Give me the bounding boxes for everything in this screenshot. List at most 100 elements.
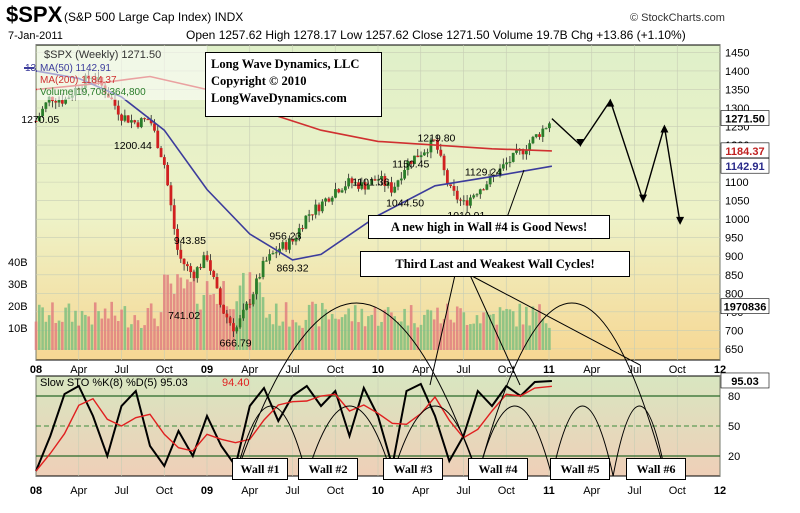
candle-body xyxy=(57,100,61,103)
candle-body xyxy=(139,118,143,128)
volume-bar xyxy=(288,326,291,350)
price-label: 666.79 xyxy=(219,338,251,350)
candle-body xyxy=(261,260,265,278)
price-labels: 1270.05 1200.44 943.85 741.02 666.79 869.32 95… xyxy=(21,114,502,350)
x-tick-label-sto: Oct xyxy=(498,485,515,497)
price-label: 1200.44 xyxy=(114,140,152,152)
price-label: 1270.05 xyxy=(21,114,59,126)
volume-bar xyxy=(123,306,127,350)
candle-body xyxy=(544,128,548,130)
volume-bar xyxy=(251,304,255,350)
price-label: 1150.45 xyxy=(392,158,429,170)
sto-tick-label: 80 xyxy=(728,391,740,403)
volume-bar xyxy=(432,319,436,350)
candle-body xyxy=(337,189,341,193)
x-tick-label: Jul xyxy=(285,364,299,376)
candle-body xyxy=(291,239,295,242)
volume-bar xyxy=(67,303,71,350)
volume-bar xyxy=(393,316,397,350)
x-tick-label: 09 xyxy=(201,364,213,376)
volume-bar xyxy=(156,326,160,350)
candle-body xyxy=(34,120,38,122)
volume-bar xyxy=(367,316,370,350)
volume-bar xyxy=(291,319,294,350)
volume-bar xyxy=(100,318,104,350)
candle-body xyxy=(406,161,410,170)
x-tick-label-sto: 11 xyxy=(543,485,555,497)
callout-pointer xyxy=(469,274,641,366)
volume-bar xyxy=(350,321,354,350)
candle-body xyxy=(185,264,189,267)
candle-body xyxy=(143,118,147,120)
volume-bar xyxy=(110,301,113,350)
candle-body xyxy=(419,155,423,158)
volume-bar xyxy=(370,314,373,350)
volume-bar xyxy=(498,307,502,350)
volume-bar xyxy=(195,303,199,350)
volume-bar xyxy=(34,321,38,350)
candle-body xyxy=(202,255,206,268)
volume-bar xyxy=(344,314,347,350)
volume-bar xyxy=(317,326,321,350)
candle-body xyxy=(353,182,357,184)
wall-arc-sto xyxy=(477,405,553,477)
forecast-path xyxy=(551,99,681,224)
volume-bar xyxy=(436,307,439,350)
candle-body xyxy=(60,100,64,104)
candle-body xyxy=(327,198,331,202)
volume-bar xyxy=(146,308,150,350)
candle-body xyxy=(505,162,509,165)
sto-tick-label: 20 xyxy=(728,451,740,463)
candle-body xyxy=(205,255,209,261)
candle-body xyxy=(380,176,383,180)
candle-body xyxy=(399,178,403,181)
sto-d-legend: 94.40 xyxy=(222,377,250,389)
candle-body xyxy=(498,168,502,177)
candle-body xyxy=(472,195,476,198)
candle-body xyxy=(449,184,453,186)
volume-bar xyxy=(278,325,281,350)
price-label: 943.85 xyxy=(174,235,206,247)
candle-body xyxy=(317,204,321,212)
volume-bar xyxy=(189,281,192,350)
candle-body xyxy=(320,201,324,212)
candle-body xyxy=(54,101,58,103)
copyright-box: Long Wave Dynamics, LLC Copyright © 2010… xyxy=(205,52,382,117)
x-tick-label-sto: Jul xyxy=(456,485,470,497)
price-label: 1129.24 xyxy=(465,166,502,178)
candle-body xyxy=(360,182,364,189)
copyright-line-1: Long Wave Dynamics, LLC xyxy=(211,57,360,71)
volume-bar xyxy=(84,314,87,350)
volume-bar xyxy=(93,302,97,350)
volume-bar xyxy=(255,282,258,350)
ohlc-summary: Open 1257.62 High 1278.17 Low 1257.62 Cl… xyxy=(186,28,686,42)
volume-bar xyxy=(455,306,459,350)
volume-bar xyxy=(340,317,344,350)
volume-bar xyxy=(442,318,446,350)
volume-bar xyxy=(423,314,426,350)
candle-body xyxy=(343,186,347,191)
volume-bar xyxy=(97,311,100,350)
candle-body xyxy=(501,164,505,169)
candle-body xyxy=(541,128,545,137)
candle-body xyxy=(488,176,492,185)
candle-body xyxy=(366,184,370,190)
candle-body xyxy=(373,179,377,181)
volume-bar xyxy=(337,319,341,350)
volume-bar xyxy=(449,319,452,350)
price-tick-label: 650 xyxy=(725,344,743,356)
candle-body xyxy=(136,122,140,128)
candle-body xyxy=(255,278,258,295)
copyright-line-3: LongWaveDynamics.com xyxy=(211,91,347,105)
volume-bar xyxy=(199,309,202,350)
volume-bar xyxy=(363,326,367,350)
price-label: 1101.36 xyxy=(352,177,389,189)
candle-body xyxy=(311,214,314,216)
volume-bar xyxy=(159,312,163,350)
candle-body xyxy=(547,123,551,129)
candle-body xyxy=(534,134,538,137)
symbol: $SPX xyxy=(6,2,63,27)
volume-bar xyxy=(357,322,360,350)
wall-3-label: Wall #3 xyxy=(383,458,443,480)
candle-body xyxy=(192,272,196,279)
